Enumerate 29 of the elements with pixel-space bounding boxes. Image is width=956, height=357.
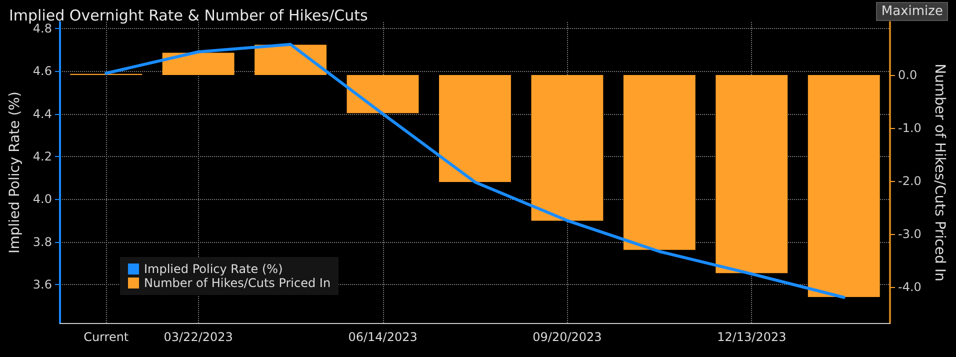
bar bbox=[162, 52, 234, 75]
y-tick-label: 4.2 bbox=[32, 149, 52, 164]
bar bbox=[531, 74, 604, 221]
bar bbox=[623, 74, 696, 250]
x-tick-label: 09/20/2023 bbox=[532, 330, 602, 344]
y2-tick-label: 0.0 bbox=[898, 68, 918, 82]
y2-tick-label: -4.0 bbox=[898, 280, 922, 294]
y2-tick-label: -1.0 bbox=[898, 120, 922, 135]
y-tick-label: 4.6 bbox=[32, 64, 52, 78]
x-tick-label: 03/22/2023 bbox=[164, 330, 233, 344]
x-tick-label: 12/13/2023 bbox=[717, 330, 786, 344]
y2-axis-title: Number of Hikes/Cuts Priced In bbox=[931, 64, 948, 282]
x-tick-label: 06/14/2023 bbox=[348, 330, 418, 344]
line-series bbox=[104, 42, 846, 299]
text: Maximize bbox=[876, 2, 948, 21]
y-tick-label: 3.6 bbox=[32, 278, 52, 292]
y-tick-label: 4.0 bbox=[32, 192, 52, 206]
y-tick-label: 4.4 bbox=[32, 106, 52, 121]
legend-label: Number of Hikes/Cuts Priced In bbox=[144, 276, 331, 290]
y2-tick-label: -2.0 bbox=[898, 174, 922, 188]
y-tick-label: 3.8 bbox=[32, 234, 52, 249]
y-axis-title: Implied Policy Rate (%) bbox=[7, 92, 23, 254]
y2-tick-label: -3.0 bbox=[898, 226, 922, 241]
bar bbox=[716, 74, 788, 274]
bar bbox=[346, 74, 419, 114]
bar bbox=[808, 74, 880, 298]
legend-label: Implied Policy Rate (%) bbox=[144, 262, 283, 276]
x-tick-label: Current bbox=[84, 330, 129, 344]
bar bbox=[439, 74, 511, 182]
